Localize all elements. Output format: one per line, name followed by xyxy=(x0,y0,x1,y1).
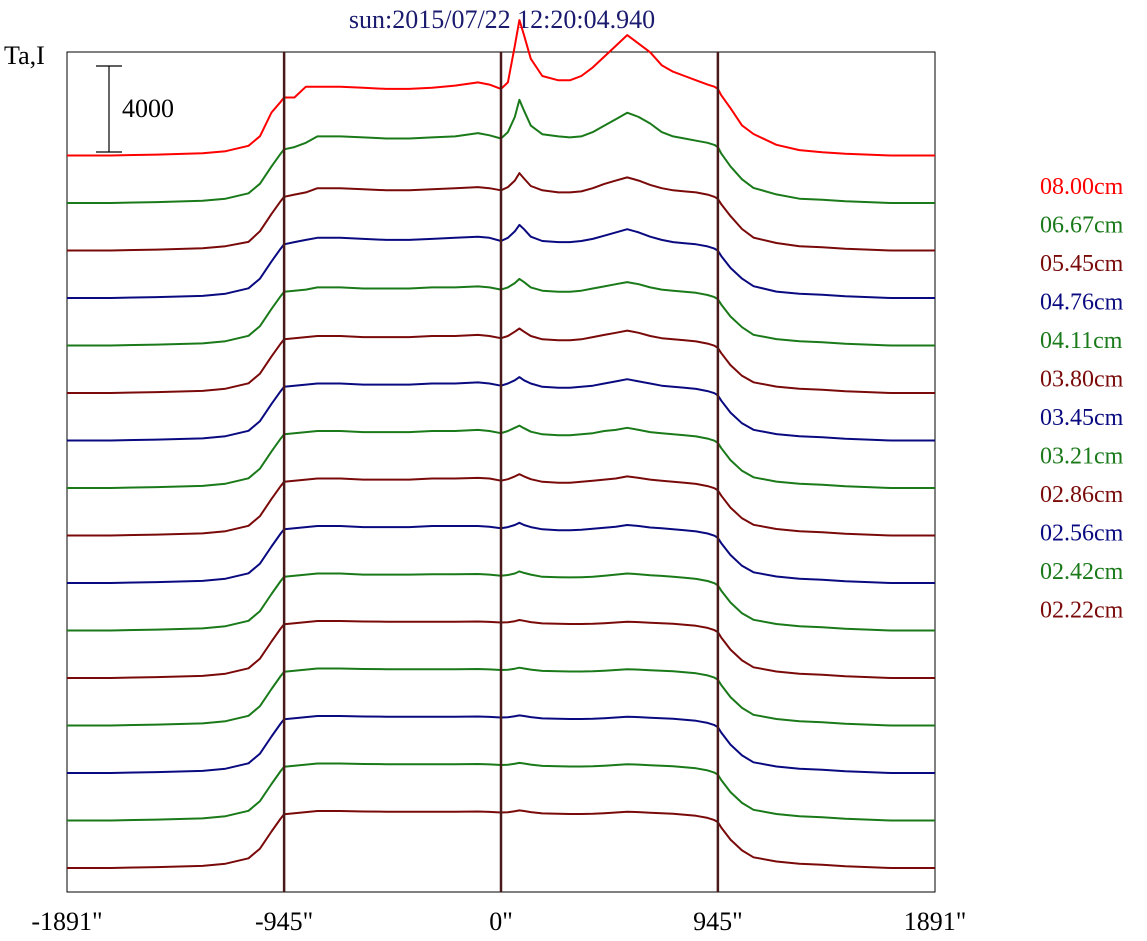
x-tick-label: 0" xyxy=(489,907,513,936)
legend-entry: 02.86cm xyxy=(1040,482,1124,508)
legend-entry: 06.67cm xyxy=(1040,213,1124,239)
legend-entry: 03.45cm xyxy=(1040,405,1124,431)
legend: 08.00cm 06.67cm 05.45cm 04.76cm 04.11cm 03.80… xyxy=(1040,174,1124,624)
x-tick-label: 1891" xyxy=(904,907,967,936)
x-tick-labels: -1891" -945" 0" 945" 1891" xyxy=(31,907,966,936)
legend-entry: 02.42cm xyxy=(1040,559,1124,585)
legend-entry: 02.22cm xyxy=(1040,598,1124,624)
legend-entry: 05.45cm xyxy=(1040,251,1124,277)
legend-entry: 08.00cm xyxy=(1040,174,1124,200)
y-axis-label: Ta,I xyxy=(4,41,45,70)
scale-bar: 4000 xyxy=(96,65,174,153)
x-tick-label: 945" xyxy=(693,907,743,936)
legend-entry: 04.11cm xyxy=(1040,328,1123,354)
legend-entry: 02.56cm xyxy=(1040,521,1124,547)
vertical-lines xyxy=(282,52,720,892)
legend-entry: 03.21cm xyxy=(1040,444,1124,470)
x-tick-label: -1891" xyxy=(31,907,102,936)
legend-entry: 03.80cm xyxy=(1040,367,1124,393)
x-tick-label: -945" xyxy=(255,907,313,936)
legend-entry: 04.76cm xyxy=(1040,290,1124,316)
scale-bar-label: 4000 xyxy=(122,94,174,123)
chart-title: sun:2015/07/22 12:20:04.940 xyxy=(349,5,655,34)
